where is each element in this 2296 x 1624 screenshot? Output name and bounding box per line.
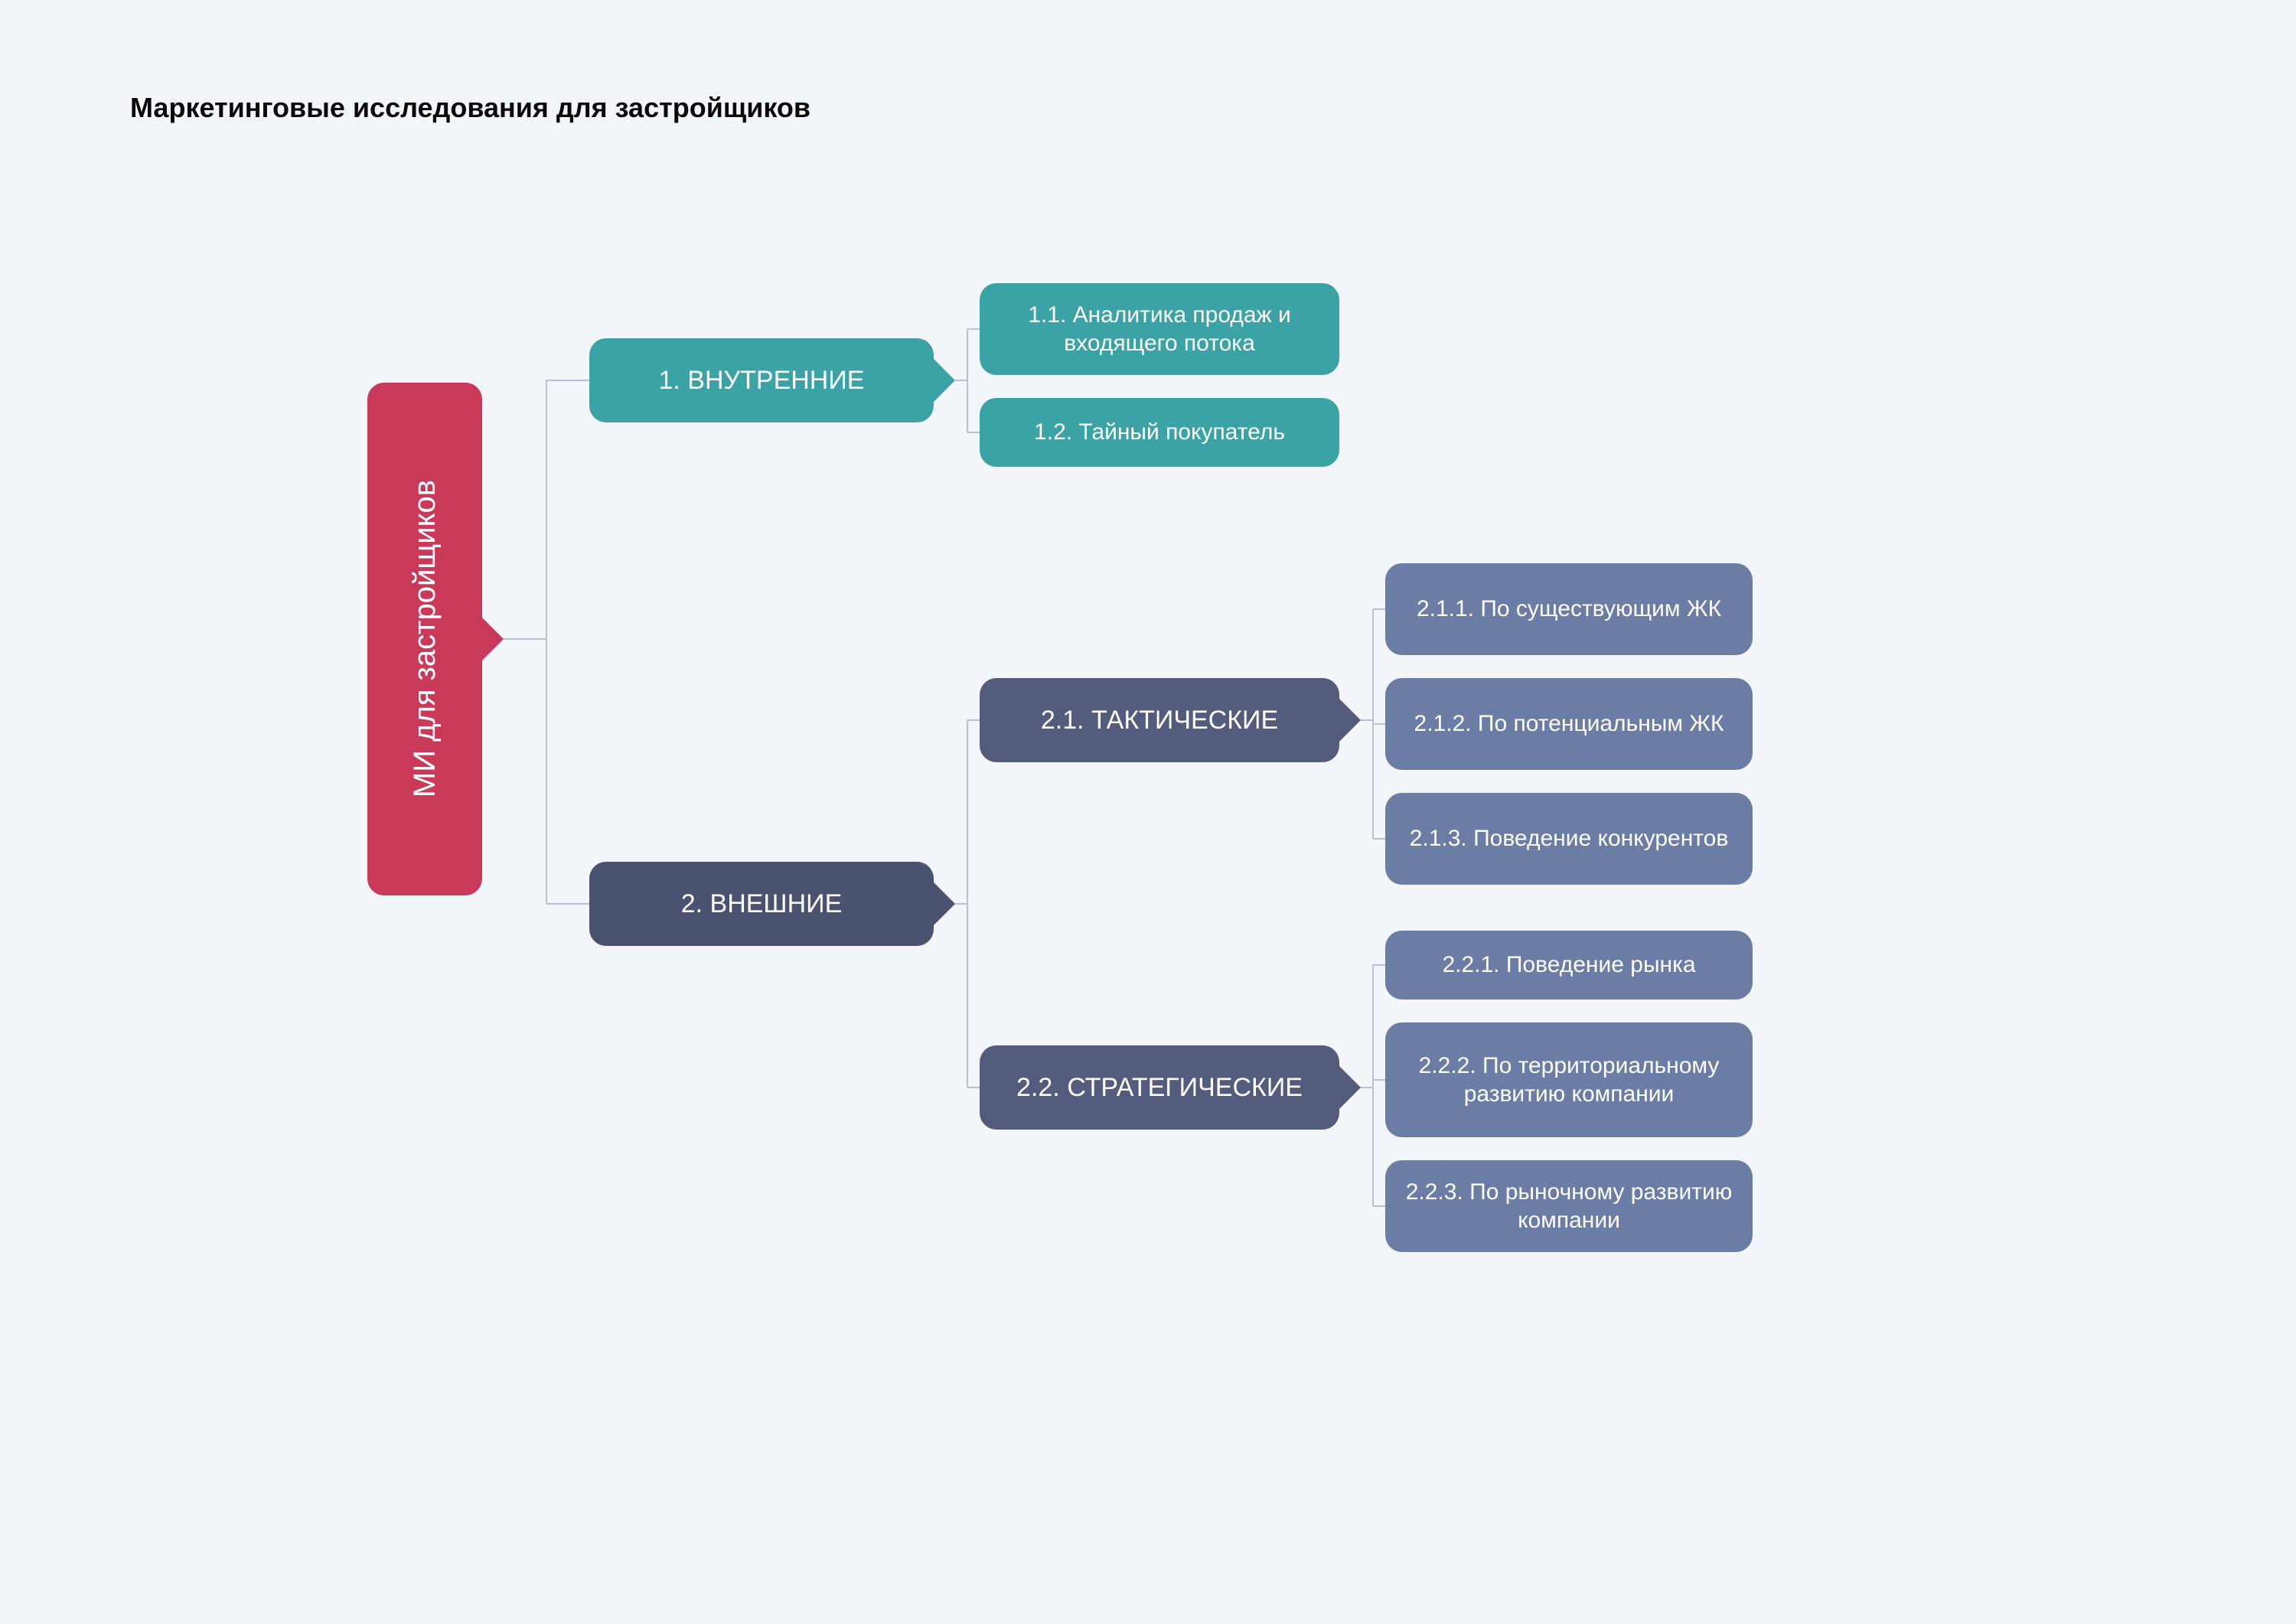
node-n2_2: 2.2. СТРАТЕГИЧЕСКИЕ [980, 1045, 1339, 1130]
node-n2_1_3: 2.1.3. Поведение конкурентов [1385, 793, 1753, 885]
node-root: МИ для застройщиков [367, 383, 482, 895]
node-n2_1_2: 2.1.2. По потенциальным ЖК [1385, 678, 1753, 770]
node-n2_1: 2.1. ТАКТИЧЕСКИЕ [980, 678, 1339, 762]
node-label: 2.1. ТАКТИЧЕСКИЕ [1041, 704, 1278, 737]
node-n2_2_3: 2.2.3. По рыночному развитию компании [1385, 1160, 1753, 1252]
node-label: 1. ВНУТРЕННИЕ [659, 364, 865, 397]
node-n1_1: 1.1. Аналитика продаж и входящего потока [980, 283, 1339, 375]
node-label: 2.2.2. По территориальному развитию комп… [1401, 1052, 1737, 1109]
node-n2_2_2: 2.2.2. По территориальному развитию комп… [1385, 1022, 1753, 1137]
node-label: 2.2.3. По рыночному развитию компании [1401, 1178, 1737, 1235]
node-n2: 2. ВНЕШНИЕ [589, 862, 934, 946]
connector-layer [0, 0, 2296, 1624]
node-n2_2_1: 2.2.1. Поведение рынка [1385, 931, 1753, 1000]
node-n1: 1. ВНУТРЕННИЕ [589, 338, 934, 422]
node-n2_1_1: 2.1.1. По существующим ЖК [1385, 563, 1753, 655]
node-label: 2.1.2. По потенциальным ЖК [1414, 709, 1724, 739]
node-label: МИ для застройщиков [406, 480, 444, 797]
node-label: 2.2.1. Поведение рынка [1442, 951, 1695, 980]
node-n1_2: 1.2. Тайный покупатель [980, 398, 1339, 467]
node-label: 2.2. СТРАТЕГИЧЕСКИЕ [1016, 1071, 1303, 1104]
page-title: Маркетинговые исследования для застройщи… [130, 92, 810, 124]
node-label: 2. ВНЕШНИЕ [681, 888, 843, 921]
node-label: 2.1.3. Поведение конкурентов [1410, 824, 1729, 853]
node-label: 2.1.1. По существующим ЖК [1417, 595, 1721, 624]
node-label: 1.2. Тайный покупатель [1034, 418, 1285, 447]
node-label: 1.1. Аналитика продаж и входящего потока [995, 301, 1324, 358]
